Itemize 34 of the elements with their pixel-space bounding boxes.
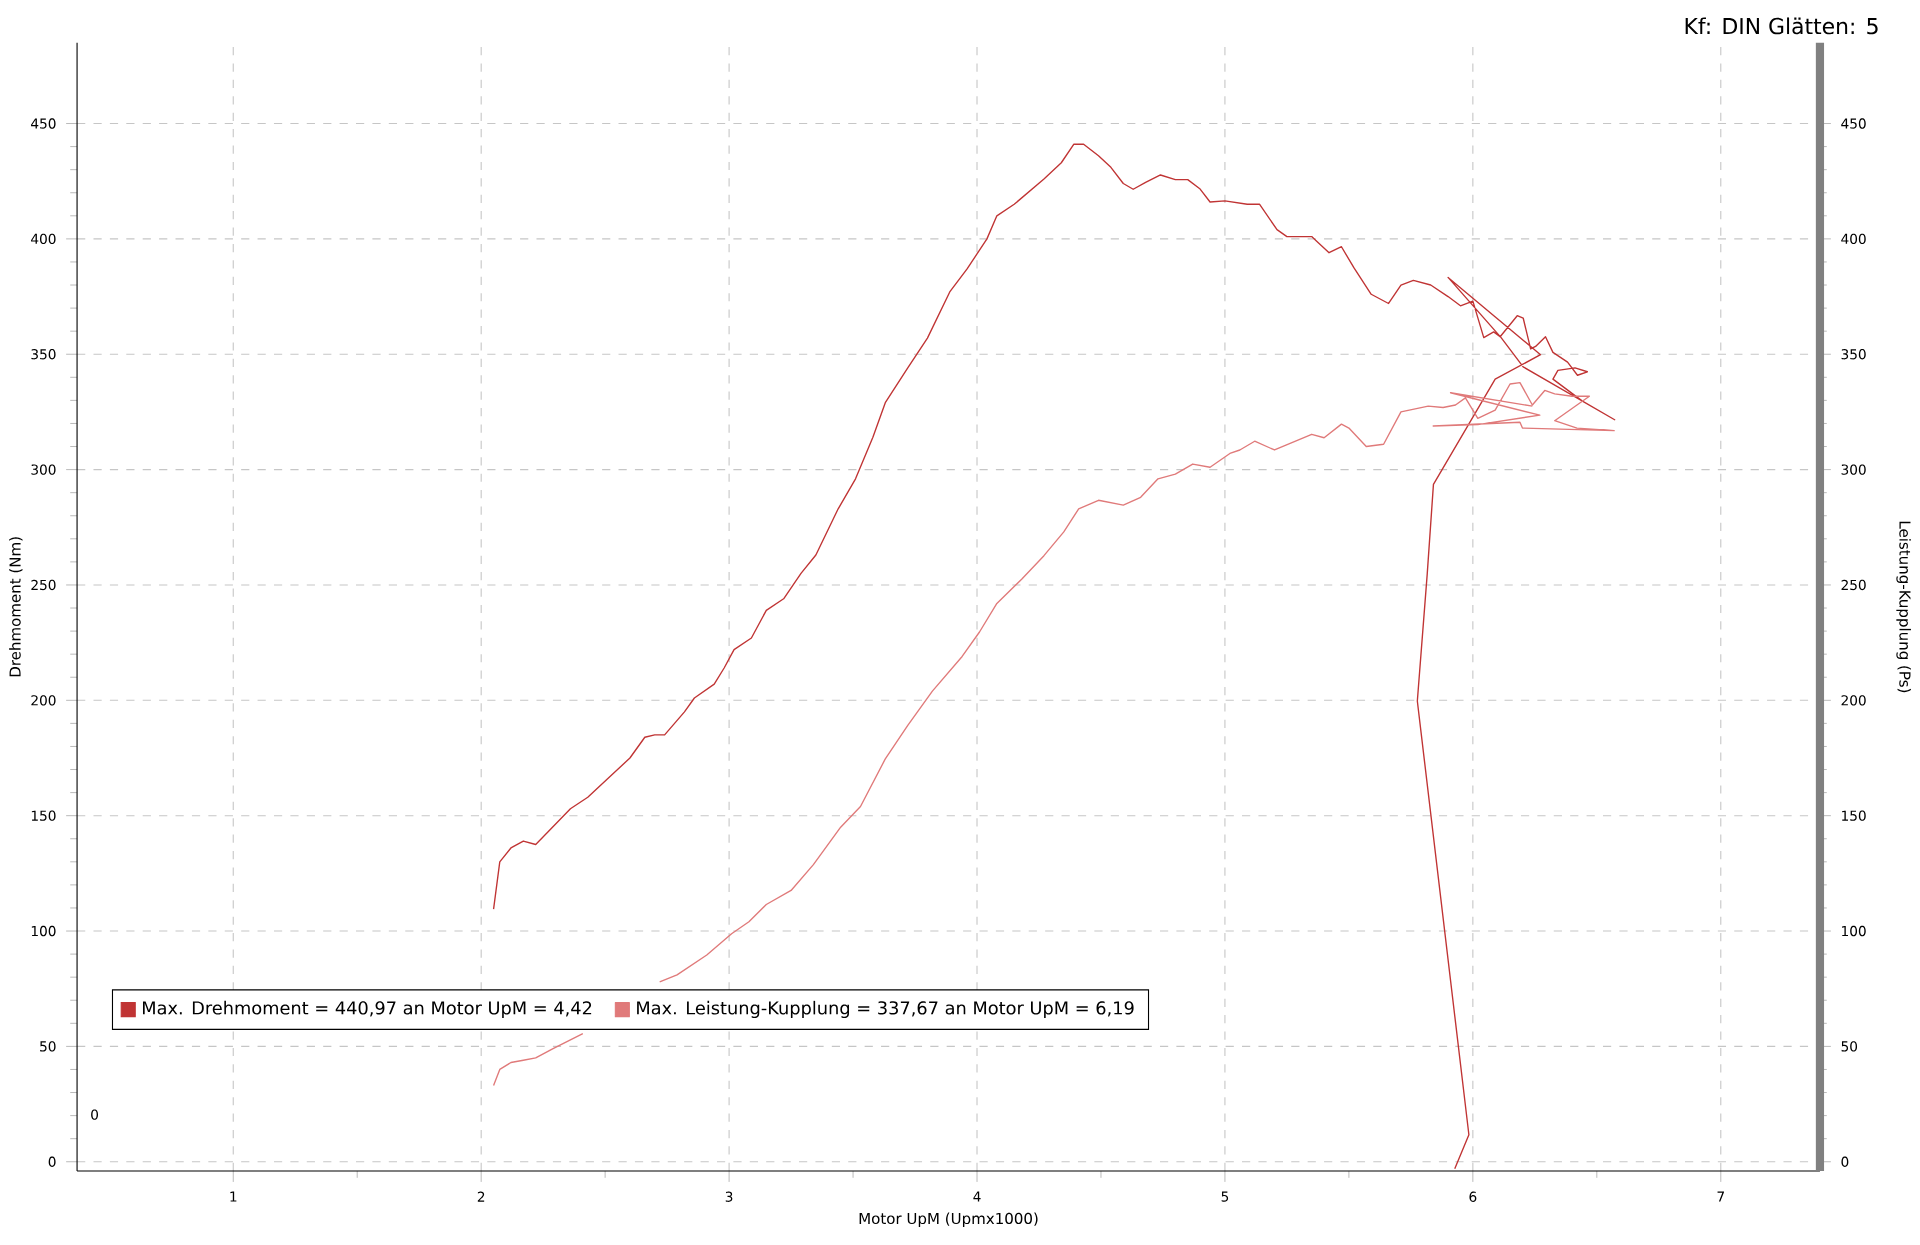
y2-tick-label: 400: [1841, 233, 1866, 245]
y2-tick-label: 100: [1842, 925, 1866, 937]
legend-label: Max. Leistung-Kupplung = 337,67 an Motor UpM = 6,19: [637, 1000, 1134, 1019]
y-tick-label: 200: [31, 695, 56, 706]
y-tick-label: 50: [40, 1041, 56, 1052]
y2-tick-label: 350: [1841, 349, 1866, 360]
x-tick-label: 6: [1469, 1191, 1477, 1202]
legend-label: Max. Drehmoment = 440,97 an Motor UpM = 4,42: [143, 1000, 592, 1019]
y2-axis-title: Leistung-Kupplung (Ps): [1896, 521, 1911, 693]
x-tick-label: 7: [1717, 1191, 1724, 1202]
y-tick-label: 450: [31, 118, 56, 129]
x-tick-label: 2: [477, 1191, 485, 1202]
y2-tick-label: 0: [1841, 1156, 1849, 1167]
y2-tick-label: 200: [1841, 695, 1866, 706]
x-tick-label: 1: [230, 1191, 237, 1202]
x-tick-label: 4: [973, 1191, 981, 1202]
y2-tick-label: 250: [1841, 579, 1866, 591]
text: Kf: DIN Glätten: 5: [1685, 17, 1878, 35]
y-tick-label: 250: [31, 579, 56, 591]
annotation: 0: [91, 1109, 99, 1120]
y2-tick-label: 150: [1842, 810, 1866, 821]
x-tick-label: 3: [725, 1191, 733, 1202]
y-tick-label: 0: [48, 1156, 56, 1167]
y-tick-label: 150: [31, 810, 56, 821]
y2-tick-label: 50: [1841, 1041, 1858, 1052]
y2-tick-label: 300: [1841, 464, 1866, 475]
y-tick-label: 300: [31, 464, 56, 475]
y2-tick-label: 450: [1841, 118, 1866, 129]
y-tick-label: 350: [31, 349, 56, 360]
y-tick-label: 100: [31, 925, 56, 937]
x-axis-title: Motor UpM (Upmx1000): [859, 1212, 1038, 1228]
y-tick-label: 400: [31, 233, 56, 245]
x-tick-label: 5: [1221, 1191, 1229, 1202]
y-axis-title: Drehmoment (Nm): [9, 537, 23, 677]
